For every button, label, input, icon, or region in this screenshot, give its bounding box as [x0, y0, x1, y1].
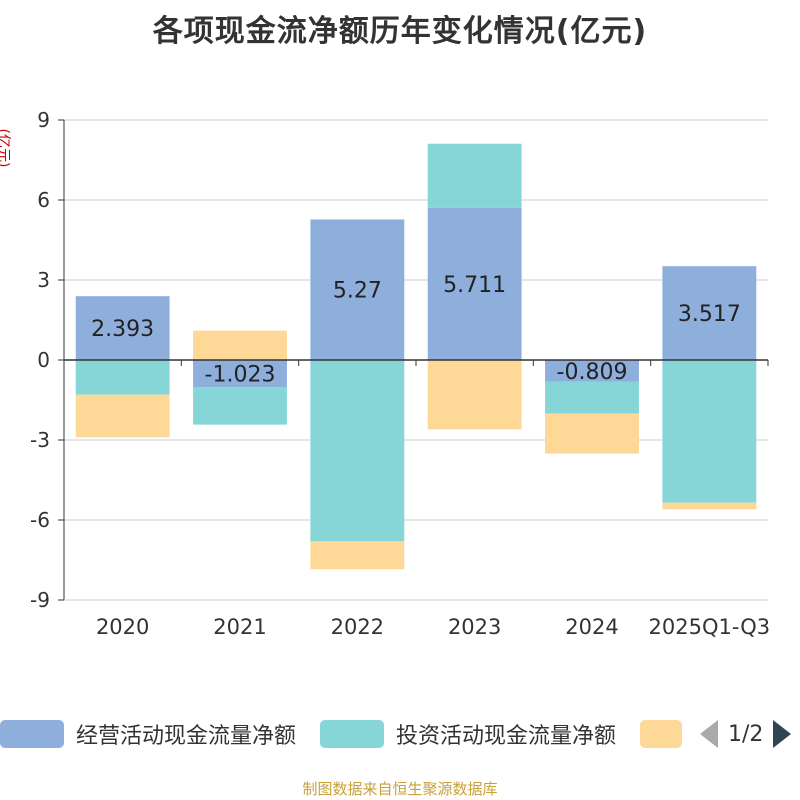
- bar-series1-2025Q1-Q3: [662, 360, 757, 503]
- legend-item-investing[interactable]: 投资活动现金流量净额: [320, 716, 616, 752]
- y-tick-label: 9: [37, 108, 50, 132]
- x-tick-label: 2020: [96, 615, 149, 639]
- bar-series2-2022: [310, 541, 405, 570]
- legend-swatch-operating: [0, 720, 64, 748]
- bar-series0-2023: [427, 207, 522, 360]
- y-tick-label: -3: [30, 428, 50, 452]
- data-label: -0.809: [557, 360, 628, 385]
- y-tick-label: 6: [37, 188, 50, 212]
- x-tick-label: 2021: [213, 615, 266, 639]
- x-tick-label: 2024: [565, 615, 618, 639]
- legend-swatch-investing: [320, 720, 384, 748]
- legend-label-investing: 投资活动现金流量净额: [396, 724, 617, 749]
- bar-series0-2025Q1-Q3: [662, 266, 757, 360]
- bar-series1-2022: [310, 360, 405, 542]
- legend-item-operating[interactable]: 经营活动现金流量净额: [0, 716, 296, 752]
- bar-series2-2024: [545, 413, 639, 454]
- y-tick-label: 0: [37, 348, 50, 372]
- bar-series1-2024: [545, 381, 639, 414]
- bar-series2-2021: [193, 330, 287, 360]
- bar-series0-2021: [193, 360, 287, 388]
- bar-series1-2020: [75, 360, 170, 395]
- bar-series2-2023: [427, 360, 522, 430]
- bar-series0-2022: [310, 219, 405, 360]
- legend: 经营活动现金流量净额 投资活动现金流量净额 1/2: [0, 716, 800, 752]
- bar-series2-2025Q1-Q3: [662, 502, 757, 510]
- y-tick-label: 3: [37, 268, 50, 292]
- pager-next-icon[interactable]: [773, 720, 792, 748]
- pager-text: 1/2: [728, 721, 764, 747]
- data-label: 5.711: [443, 273, 506, 298]
- x-tick-label: 2023: [448, 615, 501, 639]
- x-tick-label: 2022: [331, 615, 384, 639]
- legend-pager: 1/2: [700, 716, 792, 752]
- bar-series0-2020: [75, 296, 170, 360]
- data-label: 2.393: [91, 317, 154, 342]
- source-note: 制图数据来自恒生聚源数据库: [302, 780, 498, 798]
- bar-series1-2021: [193, 387, 287, 425]
- data-label: -1.023: [205, 363, 276, 388]
- x-tick-label: 2025Q1-Q3: [649, 615, 771, 639]
- y-tick-label: -9: [30, 588, 50, 612]
- chart-canvas: -9 -6 -3 0 3 6 9 2020 2021 2022 2023 2024 2025Q1-Q3 2…: [30, 108, 771, 639]
- data-label: 5.27: [333, 279, 382, 304]
- chart-title: 各项现金流净额历年变化情况(亿元): [152, 14, 648, 49]
- data-label: 3.517: [678, 302, 741, 327]
- bar-series2-2020: [75, 394, 170, 438]
- bar-series0-2024: [545, 360, 639, 382]
- bar-series1-2023: [427, 143, 522, 208]
- legend-item-financing[interactable]: [640, 716, 682, 752]
- legend-label-operating: 经营活动现金流量净额: [76, 724, 297, 749]
- y-tick-label: -6: [30, 508, 50, 532]
- legend-swatch-financing: [640, 720, 682, 748]
- pager-prev-icon[interactable]: [700, 720, 718, 748]
